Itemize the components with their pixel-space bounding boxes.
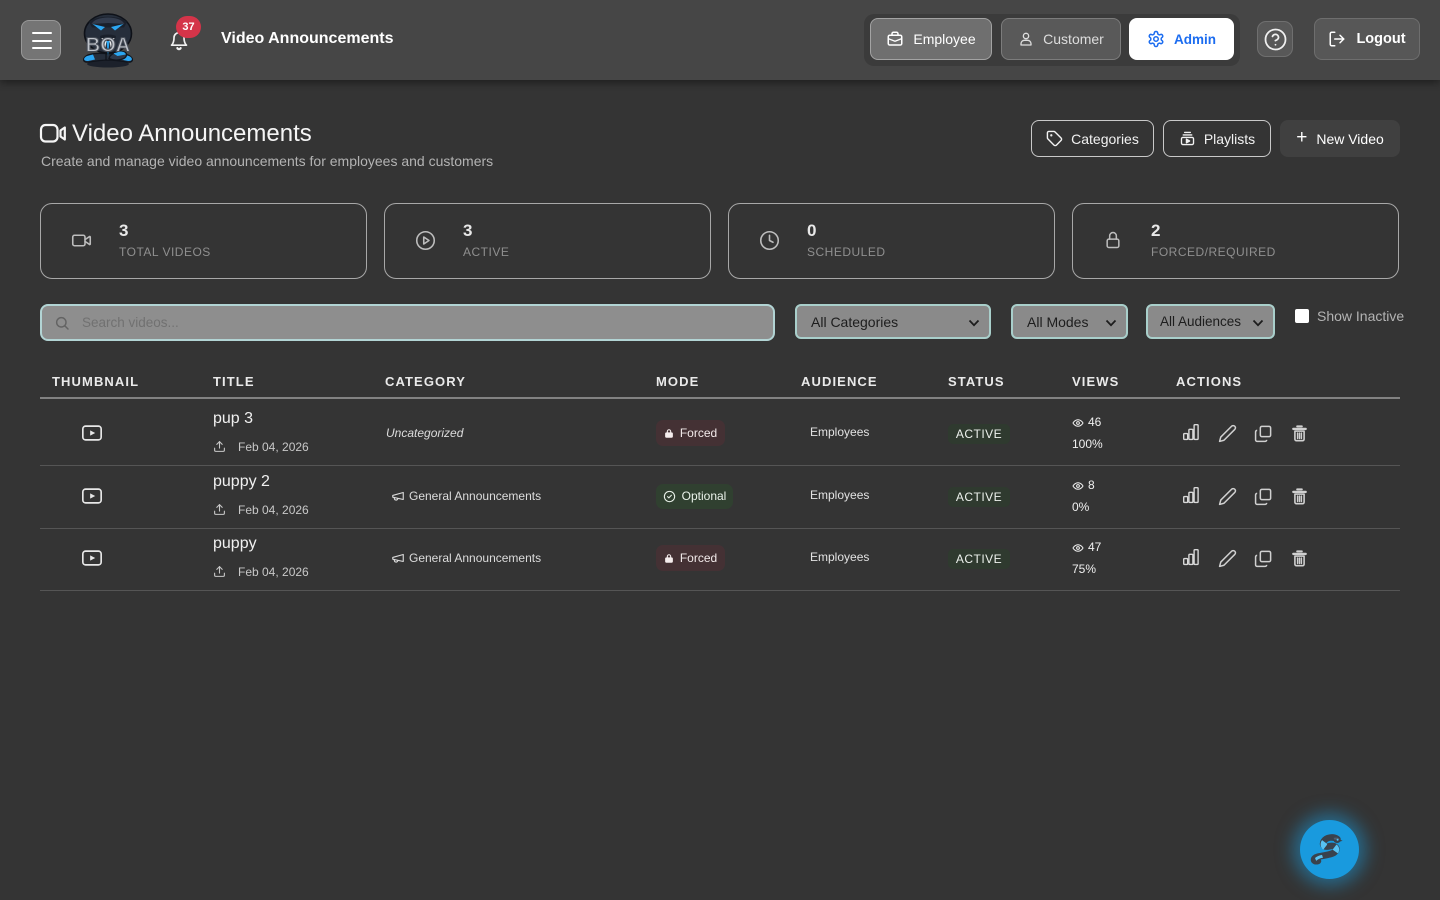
- svg-text:BOA: BOA: [86, 35, 130, 57]
